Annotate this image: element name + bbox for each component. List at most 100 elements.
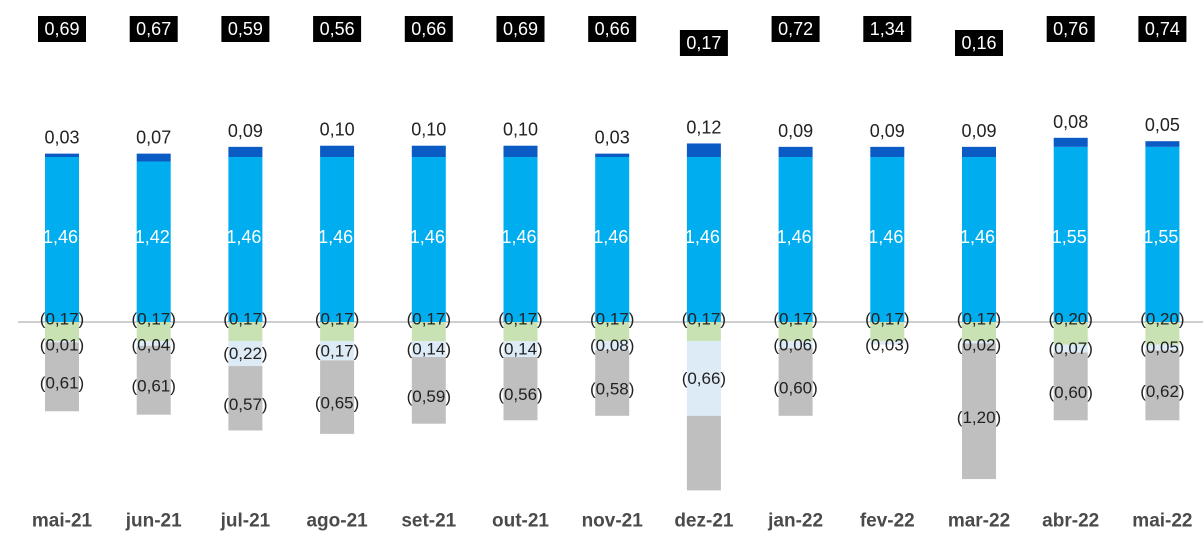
data-label-mar-22-s1: 1,46 [960, 227, 995, 247]
bar-segment-mar-22-s1 [962, 157, 996, 322]
bar-segment-jun-21-s4 [136, 341, 171, 346]
data-label-abr-22-s3: (0,20) [1048, 310, 1092, 329]
bar-segment-jun-21-s1 [136, 161, 171, 322]
data-label-dez-21-s2: 0,12 [686, 117, 721, 137]
bar-segment-dez-21-s2 [686, 143, 721, 158]
data-label-ago-21-s2: 0,10 [320, 120, 355, 140]
data-label-mar-22-s4: (0,02) [957, 336, 1001, 355]
bar-segment-fev-22-s1 [870, 157, 905, 322]
data-label-mai-21-s2: 0,03 [44, 128, 79, 148]
data-label-mai-21-s1: 1,46 [43, 227, 78, 247]
total-label-mai-21: 0,69 [44, 19, 79, 39]
data-label-set-21-s3: (0,17) [407, 310, 451, 329]
data-label-nov-21-s4: (0,08) [590, 336, 634, 355]
data-label-mai-22-s4: (0,05) [1140, 338, 1184, 357]
data-label-jan-22-s2: 0,09 [778, 121, 813, 141]
data-label-jul-21-s2: 0,09 [228, 121, 263, 141]
data-label-mai-21-s3: (0,17) [40, 310, 84, 329]
data-label-out-21-s4: (0,14) [498, 340, 542, 359]
bar-segment-abr-22-s2 [1053, 137, 1088, 147]
data-label-set-21-s4: (0,14) [407, 340, 451, 359]
data-label-jan-22-s5: (0,60) [773, 378, 817, 397]
bar-segment-ago-21-s2 [320, 145, 355, 158]
data-label-set-21-s2: 0,10 [411, 120, 446, 140]
bar-segment-fev-22-s2 [870, 146, 905, 158]
total-label-box-jul-21 [221, 16, 270, 42]
bar-segment-nov-21-s5 [595, 350, 630, 416]
bar-segment-mai-22-s5 [1145, 350, 1180, 421]
total-label-box-ago-21 [313, 16, 362, 42]
bar-segment-out-21-s1 [503, 157, 538, 322]
bar-segment-dez-21-s5 [686, 415, 721, 491]
data-label-out-21-s3: (0,17) [498, 310, 542, 329]
total-label-jan-22: 0,72 [778, 19, 813, 39]
total-label-box-out-21 [496, 16, 545, 42]
bar-segment-mar-22-s5 [962, 343, 996, 480]
bar-segment-mai-21-s4 [45, 341, 79, 343]
total-label-box-mai-21 [38, 16, 86, 42]
x-tick-label-mar-22: mar-22 [948, 511, 1010, 532]
data-label-ago-21-s4: (0,17) [315, 341, 359, 360]
total-label-box-set-21 [404, 16, 453, 42]
bar-segment-mar-22-s3 [962, 322, 996, 342]
data-label-mai-21-s4: (0,01) [40, 336, 84, 355]
bar-segment-jul-21-s5 [228, 366, 263, 431]
bar-segment-ago-21-s3 [320, 322, 355, 342]
bar-segment-fev-22-s4 [870, 341, 905, 345]
data-label-mar-22-s3: (0,17) [957, 310, 1001, 329]
total-label-box-jan-22 [771, 16, 820, 42]
bar-segment-mai-22-s3 [1145, 322, 1180, 345]
data-label-jun-21-s1: 1,42 [135, 227, 170, 247]
total-label-ago-21: 0,56 [320, 19, 355, 39]
total-label-box-abr-22 [1046, 16, 1095, 42]
data-label-fev-22-s4: (0,03) [865, 336, 909, 355]
bar-segment-abr-22-s4 [1053, 344, 1088, 353]
x-tick-label-mai-21: mai-21 [32, 511, 93, 532]
x-tick-label-dez-21: dez-21 [674, 511, 734, 532]
bar-segment-mai-22-s4 [1145, 344, 1180, 351]
data-label-jun-21-s2: 0,07 [136, 128, 171, 148]
x-tick-label-abr-22: abr-22 [1042, 511, 1099, 532]
data-label-ago-21-s5: (0,65) [315, 394, 359, 413]
bar-segment-mai-21-s2 [45, 153, 79, 158]
bar-segment-nov-21-s2 [595, 153, 630, 158]
x-tick-label-set-21: set-21 [401, 511, 456, 532]
data-label-jul-21-s4: (0,22) [223, 344, 267, 363]
bar-segment-ago-21-s5 [320, 360, 355, 434]
data-label-mai-22-s3: (0,20) [1140, 310, 1184, 329]
bar-segment-jan-22-s5 [778, 347, 813, 416]
data-label-nov-21-s5: (0,58) [590, 380, 634, 399]
data-label-dez-21-s1: 1,46 [685, 227, 720, 247]
total-label-set-21: 0,66 [411, 19, 446, 39]
x-tick-label-jan-22: jan-22 [767, 511, 823, 532]
bar-segment-fev-22-s3 [870, 322, 905, 342]
bar-segment-set-21-s2 [411, 145, 446, 158]
data-label-fev-22-s3: (0,17) [865, 310, 909, 329]
bar-segment-jan-22-s3 [778, 322, 813, 342]
bar-segment-abr-22-s1 [1053, 146, 1088, 322]
total-label-jul-21: 0,59 [228, 19, 263, 39]
bar-segment-jan-22-s1 [778, 157, 813, 322]
data-label-jun-21-s4: (0,04) [131, 336, 175, 355]
data-label-abr-22-s4: (0,07) [1048, 339, 1092, 358]
bar-segment-mai-22-s1 [1145, 146, 1180, 322]
data-label-mai-22-s5: (0,62) [1140, 382, 1184, 401]
total-label-jun-21: 0,67 [136, 19, 171, 39]
data-label-nov-21-s3: (0,17) [590, 310, 634, 329]
bar-segment-mai-21-s3 [45, 322, 79, 342]
x-tick-label-mai-22: mai-22 [1132, 511, 1192, 532]
total-label-box-nov-21 [588, 16, 637, 42]
total-label-fev-22: 1,34 [870, 19, 905, 39]
bar-segment-dez-21-s4 [686, 341, 721, 416]
bar-segment-abr-22-s3 [1053, 322, 1088, 345]
bar-segment-jan-22-s4 [778, 341, 813, 348]
data-label-set-21-s1: 1,46 [410, 227, 445, 247]
data-label-out-21-s2: 0,10 [503, 120, 538, 140]
data-label-abr-22-s1: 1,55 [1052, 227, 1087, 247]
bar-segment-dez-21-s1 [686, 157, 721, 322]
data-label-abr-22-s2: 0,08 [1053, 112, 1088, 132]
data-label-abr-22-s5: (0,60) [1048, 383, 1092, 402]
bar-segment-jun-21-s2 [136, 153, 171, 162]
total-label-box-jun-21 [129, 16, 178, 42]
data-label-set-21-s5: (0,59) [407, 387, 451, 406]
